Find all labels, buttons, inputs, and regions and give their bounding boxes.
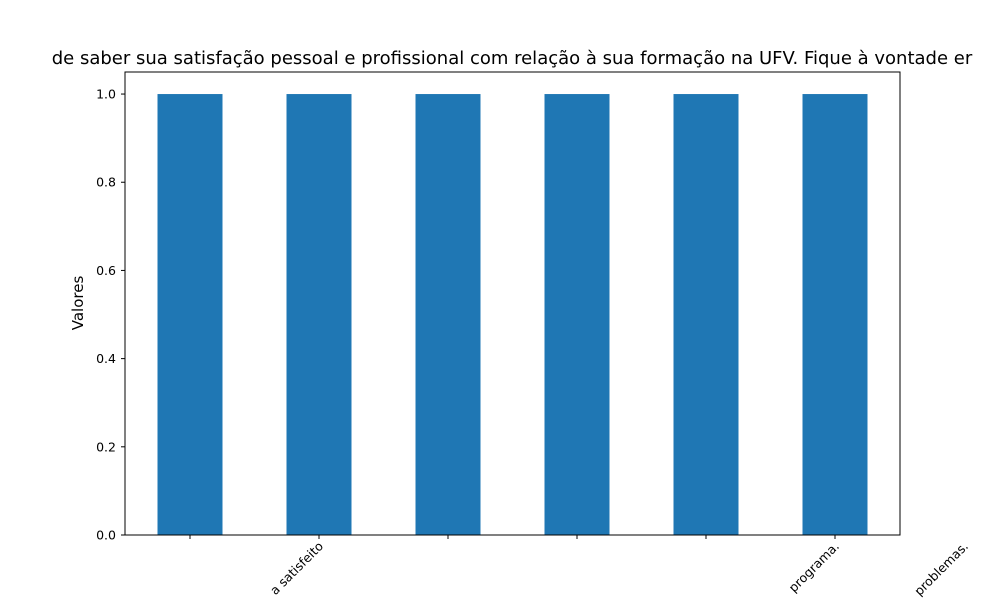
y-tick-label-3: 0.6 [96,263,116,278]
bar-5 [802,94,868,536]
bar-2 [415,94,481,536]
bar-0 [157,94,223,536]
y-tick-label-4: 0.8 [96,175,116,190]
chart-title: de saber sua satisfação pessoal e profis… [52,48,973,69]
plot-area-frame [124,71,901,536]
x-tick-label-5: programa. [786,539,843,596]
x-tick-label-1: a satisfeito [267,539,326,598]
y-axis-label: Valores [69,276,87,331]
y-axis: 0.0 0.2 0.4 0.6 0.8 1.0 [96,87,125,543]
y-tick-label-5: 1.0 [96,87,116,102]
bars-group [157,94,868,536]
bar-4 [673,94,739,536]
y-tick-label-2: 0.4 [96,351,116,366]
x-tick-label-6: problemas. [911,539,971,599]
bar-3 [544,94,610,536]
y-tick-label-0: 0.0 [96,528,116,543]
bar-1 [286,94,352,536]
y-tick-label-1: 0.2 [96,439,116,454]
